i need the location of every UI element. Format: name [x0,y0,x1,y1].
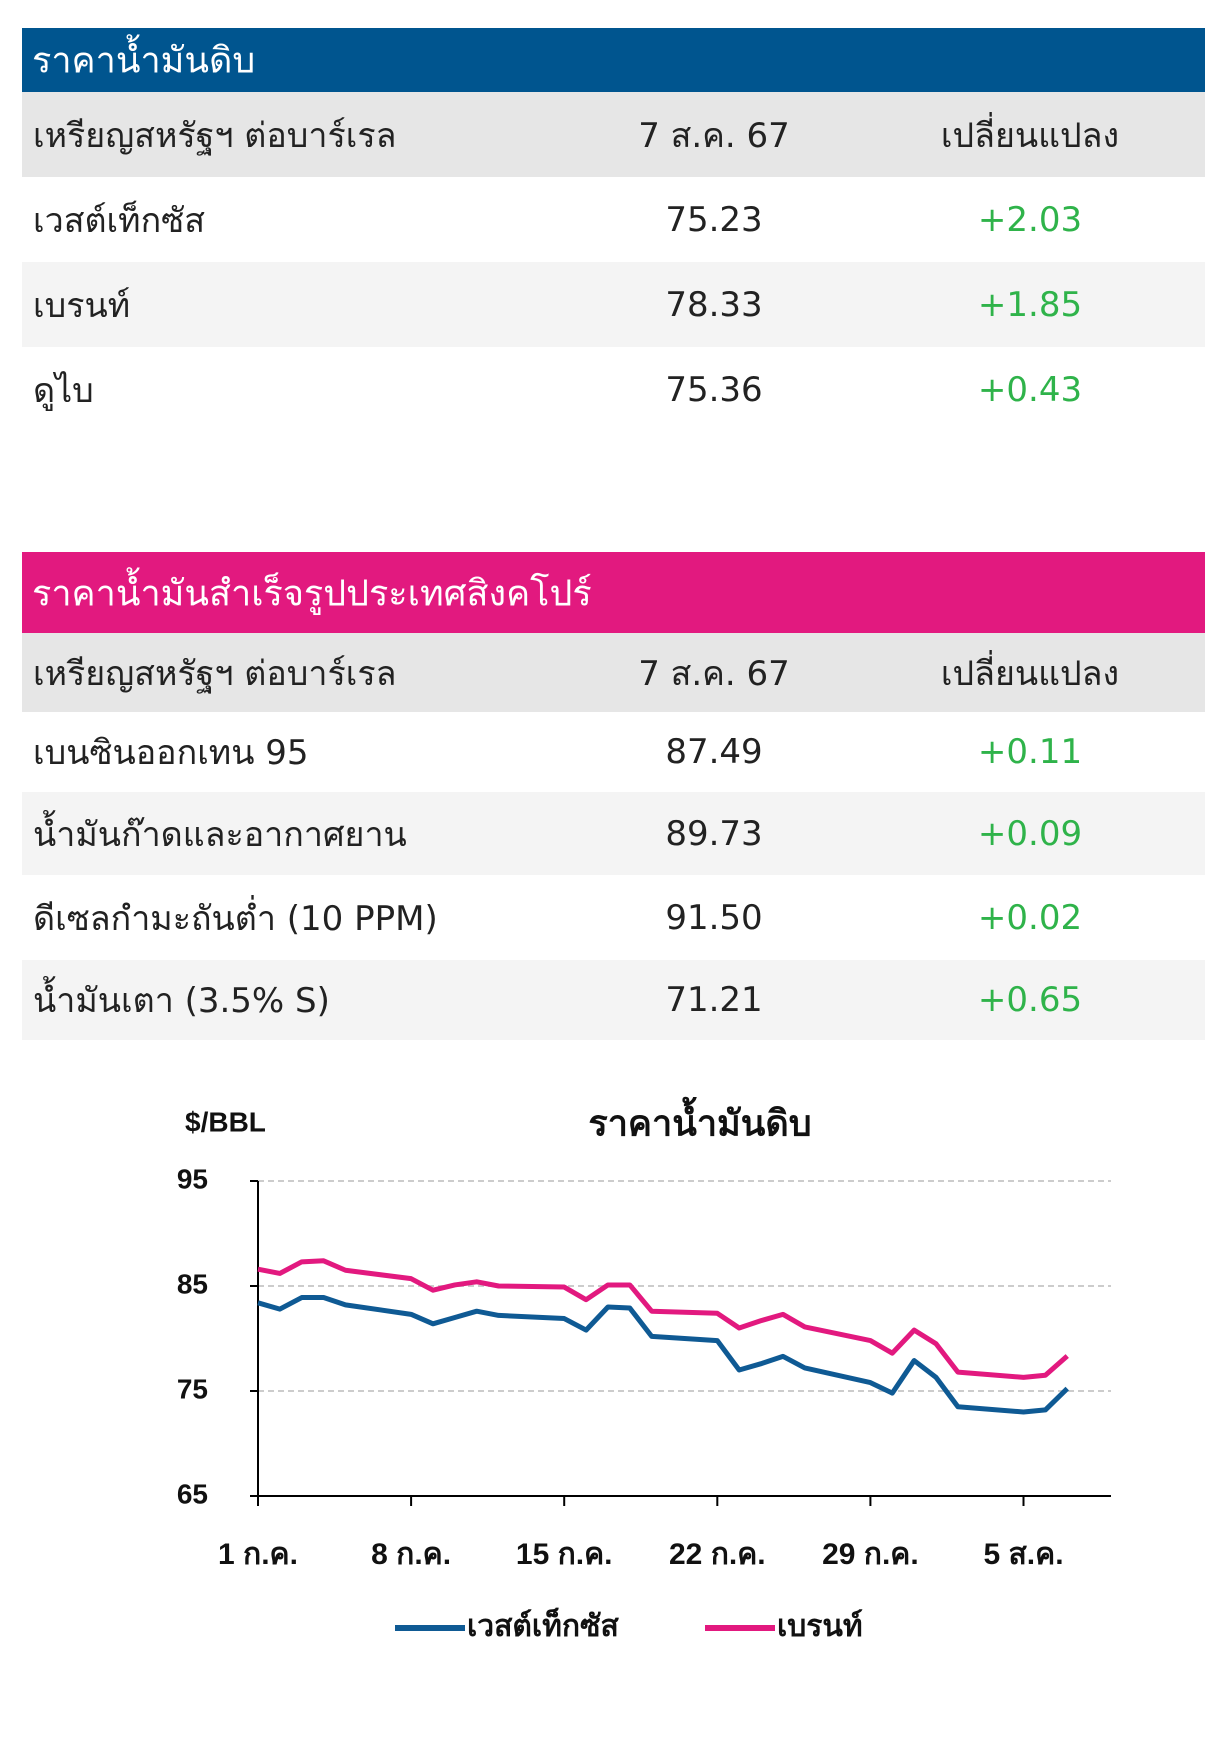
table-row: เบนซินออกเทน 95 87.49 +0.11 [22,712,1205,792]
line-series [257,1295,1070,1415]
legend-label: เบรนท์ [777,1609,863,1643]
price: 75.36 [665,369,763,410]
row-label: น้ำมันเตา (3.5% S) [33,981,330,1021]
x-tick-label: 8 ก.ค. [371,1538,451,1571]
table-title: ราคาน้ำมันดิบ [32,40,256,82]
y-tick-label: 85 [177,1268,208,1299]
legend-label: เวสต์เท็กซัส [467,1607,619,1643]
row-label: น้ำมันก๊าดและอากาศยาน [33,814,407,855]
x-tick-label: 5 ส.ค. [983,1538,1063,1571]
x-tick-label: 1 ก.ค. [218,1538,298,1571]
price: 91.50 [665,897,763,938]
table-title: ราคาน้ำมันสำเร็จรูปประเทศสิงคโปร์ [32,573,592,614]
price: 75.23 [665,199,763,240]
y-tick-label: 75 [177,1373,208,1404]
table-row: ดีเซลกำมะถันต่ำ (10 PPM) 91.50 +0.02 [22,875,1205,960]
chart-title: ราคาน้ำมันดิบ [588,1097,811,1144]
y-axis-label: $/BBL [185,1106,266,1137]
price: 78.33 [665,284,763,325]
price: 71.21 [665,980,763,1020]
table-row: เวสต์เท็กซัส 75.23 +2.03 [22,177,1205,262]
change: +2.03 [977,199,1083,240]
header-cell: เปลี่ยนแปลง [940,653,1120,694]
x-tick-label: 22 ก.ค. [669,1538,766,1571]
line-series [257,1258,1069,1380]
table: ราคาน้ำมันสำเร็จรูปประเทศสิงคโปร์เหรียญส… [22,552,1205,1040]
table-title-bar: ราคาน้ำมันดิบ [22,28,1205,92]
table-header: เหรียญสหรัฐฯ ต่อบาร์เรล 7 ส.ค. 67 เปลี่ยนแ… [22,633,1205,712]
header-cell: เหรียญสหรัฐฯ ต่อบาร์เรล [33,115,397,156]
header-cell: 7 ส.ค. 67 [638,653,790,694]
header-cell: เปลี่ยนแปลง [940,115,1120,156]
table-header: เหรียญสหรัฐฯ ต่อบาร์เรล 7 ส.ค. 67 เปลี่ยนแ… [22,92,1205,177]
change: +0.02 [977,897,1083,938]
price: 89.73 [665,813,763,854]
change: +0.11 [977,732,1083,772]
header-cell: 7 ส.ค. 67 [638,115,790,156]
change: +0.43 [977,369,1083,410]
table-row: น้ำมันเตา (3.5% S) 71.21 +0.65 [22,960,1205,1040]
row-label: ดูไบ [33,370,94,411]
change: +0.09 [977,813,1083,854]
row-label: เวสต์เท็กซัส [33,200,205,241]
header-cell: เหรียญสหรัฐฯ ต่อบาร์เรล [33,653,397,694]
table-row: น้ำมันก๊าดและอากาศยาน 89.73 +0.09 [22,792,1205,875]
table: ราคาน้ำมันดิบเหรียญสหรัฐฯ ต่อบาร์เรล 7 ส.… [22,28,1205,432]
x-tick-label: 29 ก.ค. [822,1538,919,1571]
x-tick-label: 15 ก.ค. [516,1538,613,1571]
y-tick-label: 65 [177,1478,208,1509]
table-row: เบรนท์ 78.33 +1.85 [22,262,1205,347]
row-label: เบนซินออกเทน 95 [33,733,309,773]
change: +0.65 [977,980,1083,1020]
change: +1.85 [977,284,1083,325]
row-label: เบรนท์ [33,285,131,326]
y-tick-label: 95 [177,1163,208,1194]
row-label: ดีเซลกำมะถันต่ำ (10 PPM) [33,898,438,939]
table-row: ดูไบ 75.36 +0.43 [22,347,1205,432]
price: 87.49 [665,732,763,772]
table-title-bar: ราคาน้ำมันสำเร็จรูปประเทศสิงคโปร์ [22,552,1205,633]
